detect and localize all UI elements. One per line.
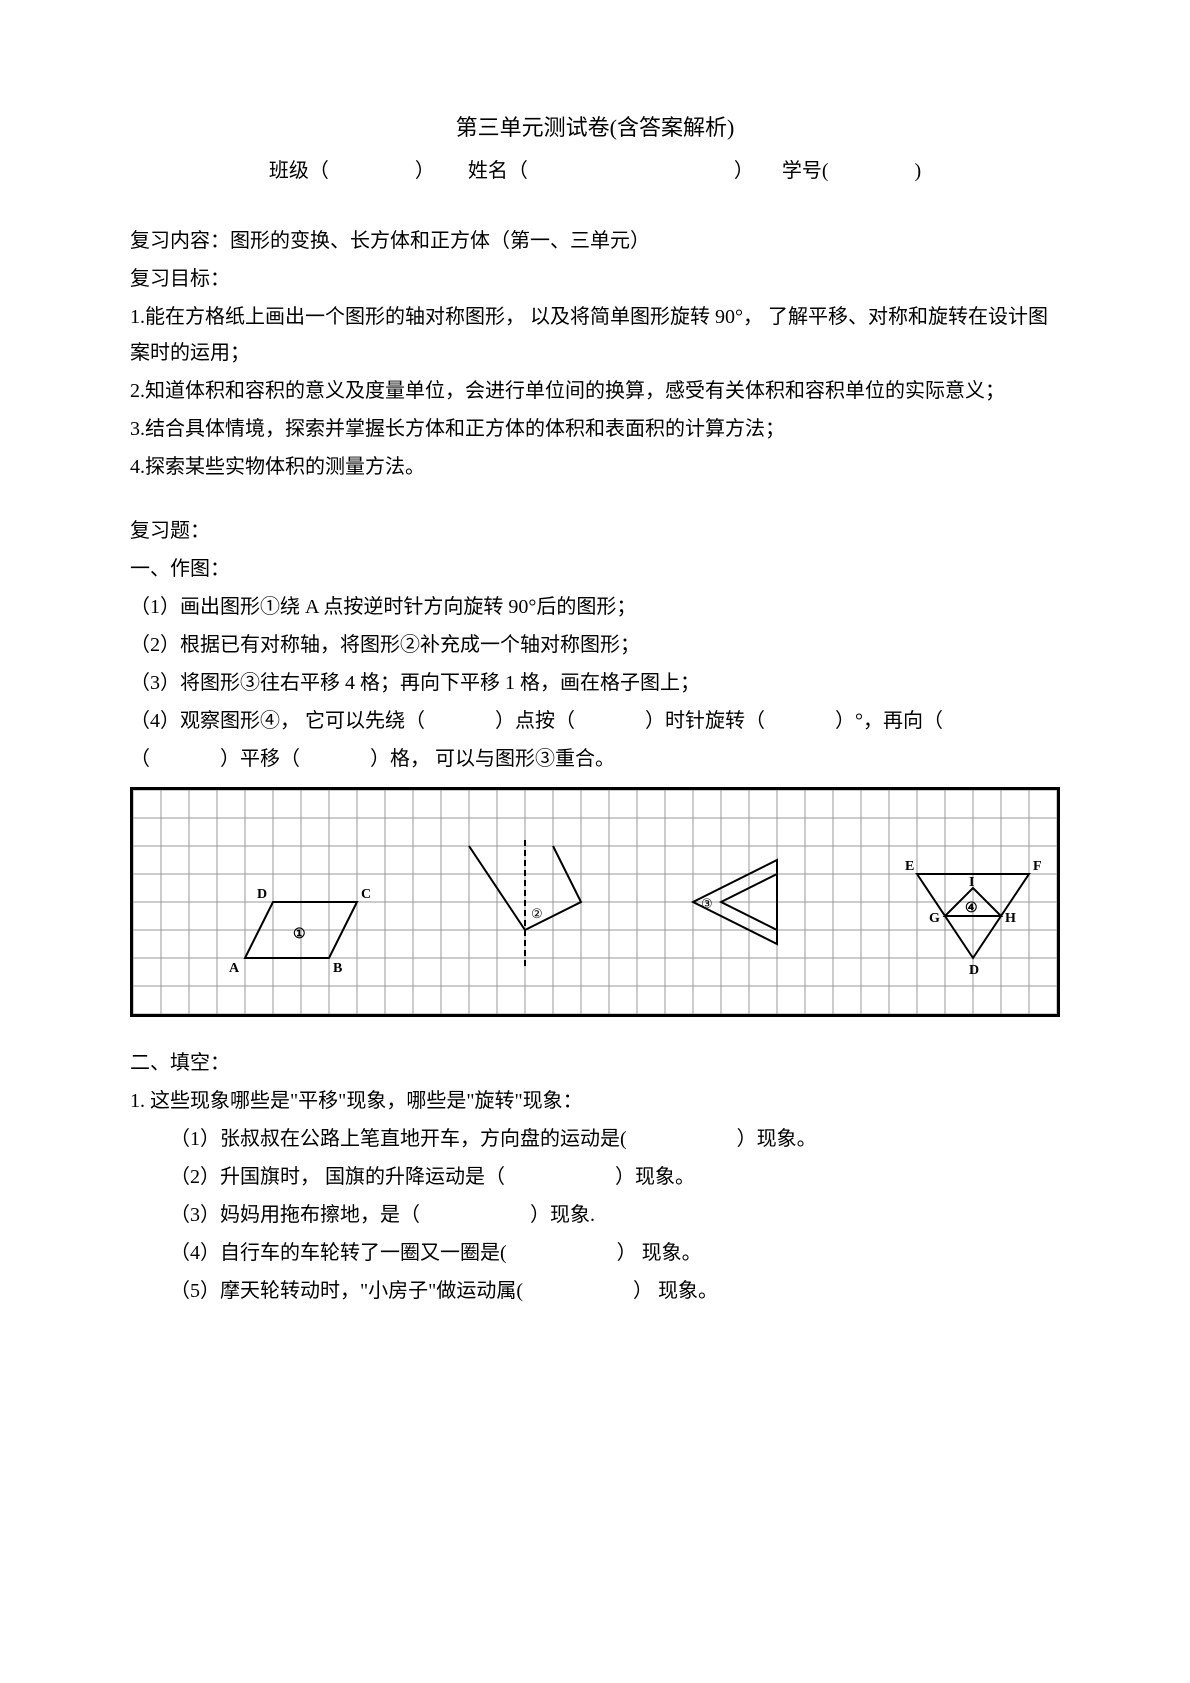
svg-text:E: E bbox=[905, 859, 914, 874]
svg-text:①: ① bbox=[293, 927, 306, 942]
s2-q1-5: （5）摩天轮转动时，"小房子"做运动属( ） 现象。 bbox=[130, 1273, 1060, 1309]
s2-q1-4b: ） 现象。 bbox=[617, 1242, 702, 1264]
section-2-title: 二、填空： bbox=[130, 1045, 1060, 1081]
svg-text:③: ③ bbox=[701, 896, 713, 911]
s1-q3: （3）将图形③往右平移 4 格；再向下平移 1 格，画在格子图上； bbox=[130, 665, 1060, 701]
s2-q1-3b: ）现象. bbox=[530, 1204, 595, 1226]
grid-figure: A B C D ① ② ③ E F G H D I ④ bbox=[130, 787, 1060, 1017]
exercises-heading: 复习题： bbox=[130, 513, 1060, 549]
s1-q4-b: ）点按（ bbox=[495, 710, 575, 732]
s2-q1-3a: （3）妈妈用拖布擦地，是（ bbox=[170, 1204, 420, 1226]
student-info-line: 班级（ ） 姓名（ ） 学号( ) bbox=[130, 154, 1060, 183]
goal-2: 2.知道体积和容积的意义及度量单位，会进行单位间的换算，感受有关体积和容积单位的… bbox=[130, 373, 1060, 409]
s2-q1-2: （2）升国旗时， 国旗的升降运动是（ ）现象。 bbox=[130, 1159, 1060, 1195]
goal-1: 1.能在方格纸上画出一个图形的轴对称图形， 以及将简单图形旋转 90°， 了解平… bbox=[130, 299, 1060, 371]
svg-text:B: B bbox=[333, 961, 342, 976]
s2-q1-4a: （4）自行车的车轮转了一圈又一圈是( bbox=[170, 1242, 507, 1264]
review-content: 复习内容：图形的变换、长方体和正方体（第一、三单元） bbox=[130, 223, 1060, 259]
s1-q4-d: ）°，再向（ bbox=[835, 710, 943, 732]
svg-text:A: A bbox=[229, 961, 240, 976]
svg-text:H: H bbox=[1005, 911, 1016, 926]
svg-text:F: F bbox=[1033, 859, 1042, 874]
svg-text:G: G bbox=[929, 911, 940, 926]
svg-text:I: I bbox=[969, 875, 974, 890]
s2-q1-5b: ） 现象。 bbox=[633, 1280, 718, 1302]
s2-q1-1a: （1）张叔叔在公路上笔直地开车，方向盘的运动是( bbox=[170, 1128, 627, 1150]
svg-text:④: ④ bbox=[965, 901, 978, 916]
svg-text:D: D bbox=[257, 887, 267, 902]
svg-text:D: D bbox=[969, 963, 979, 978]
s2-q1-3: （3）妈妈用拖布擦地，是（ ）现象. bbox=[130, 1197, 1060, 1233]
class-end: ） bbox=[415, 160, 435, 182]
name-end: ） bbox=[734, 160, 754, 182]
s1-q4-e-pre: （ bbox=[130, 748, 150, 770]
s1-q2: （2）根据已有对称轴，将图形②补充成一个轴对称图形； bbox=[130, 627, 1060, 663]
name-label: 姓名（ bbox=[468, 160, 528, 182]
s1-q4-c: ）时针旋转（ bbox=[645, 710, 765, 732]
s2-q1-5a: （5）摩天轮转动时，"小房子"做运动属( bbox=[170, 1280, 523, 1302]
s2-q1-1b: ）现象。 bbox=[737, 1128, 817, 1150]
class-label: 班级（ bbox=[269, 160, 329, 182]
section-1-title: 一、作图： bbox=[130, 551, 1060, 587]
s2-q1-1: （1）张叔叔在公路上笔直地开车，方向盘的运动是( ）现象。 bbox=[130, 1121, 1060, 1157]
goal-4: 4.探索某些实物体积的测量方法。 bbox=[130, 449, 1060, 485]
s2-q1-2a: （2）升国旗时， 国旗的升降运动是（ bbox=[170, 1166, 505, 1188]
s1-q4-f: ）格， 可以与图形③重合。 bbox=[370, 748, 615, 770]
s1-q4-line2: （ ）平移（ ）格， 可以与图形③重合。 bbox=[130, 741, 1060, 777]
s2-q1-title: 1. 这些现象哪些是"平移"现象，哪些是"旋转"现象： bbox=[130, 1083, 1060, 1119]
s1-q4-e: ）平移（ bbox=[220, 748, 300, 770]
review-goal-heading: 复习目标： bbox=[130, 261, 1060, 297]
page-title: 第三单元测试卷(含答案解析) bbox=[130, 110, 1060, 142]
s1-q4-a: （4）观察图形④， 它可以先绕（ bbox=[130, 710, 425, 732]
s2-q1-2b: ）现象。 bbox=[615, 1166, 695, 1188]
svg-text:②: ② bbox=[531, 906, 543, 921]
s1-q4: （4）观察图形④， 它可以先绕（ ）点按（ ）时针旋转（ ）°，再向（ bbox=[130, 703, 1060, 739]
svg-text:C: C bbox=[361, 887, 371, 902]
id-end: ) bbox=[915, 160, 922, 182]
s1-q1: （1）画出图形①绕 A 点按逆时针方向旋转 90°后的图形； bbox=[130, 589, 1060, 625]
id-label: 学号( bbox=[782, 160, 829, 182]
s2-q1-4: （4）自行车的车轮转了一圈又一圈是( ） 现象。 bbox=[130, 1235, 1060, 1271]
goal-3: 3.结合具体情境，探索并掌握长方体和正方体的体积和表面积的计算方法； bbox=[130, 411, 1060, 447]
